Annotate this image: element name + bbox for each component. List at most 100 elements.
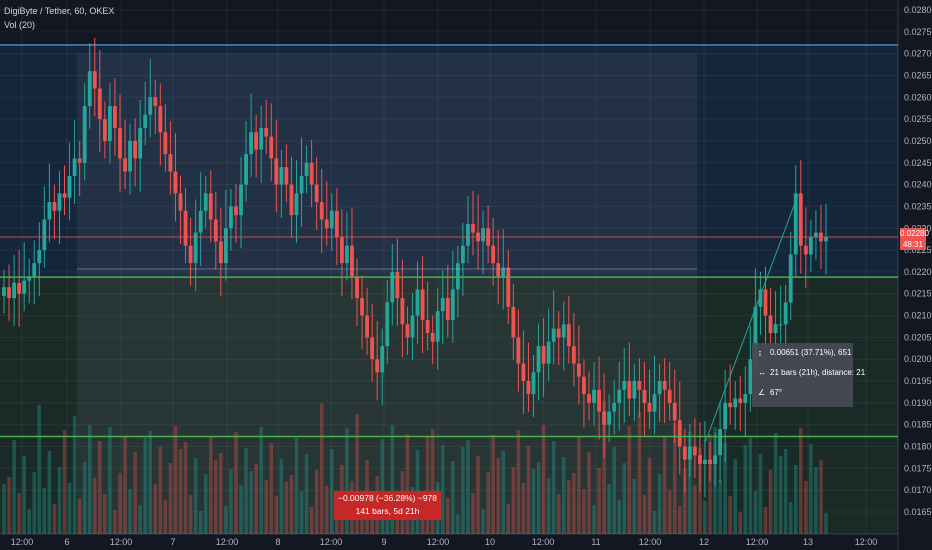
volume-bar bbox=[370, 513, 374, 534]
volume-bar bbox=[657, 474, 662, 534]
volume-bar bbox=[587, 452, 591, 534]
candle-body bbox=[733, 398, 738, 408]
volume-bar bbox=[314, 470, 319, 534]
candle-body bbox=[128, 140, 132, 172]
candle-body bbox=[314, 184, 319, 203]
volume-bar bbox=[163, 500, 168, 534]
volume-bar bbox=[612, 447, 616, 534]
x-tick-label: 12:00 bbox=[855, 537, 878, 547]
volume-bar bbox=[597, 468, 601, 534]
candle-body bbox=[193, 232, 198, 264]
volume-bar bbox=[183, 442, 188, 534]
candle-body bbox=[571, 346, 576, 364]
volume-bar bbox=[234, 432, 238, 534]
current-price-value: 0.02280 bbox=[900, 229, 929, 238]
candle-body bbox=[788, 254, 793, 303]
candle-body bbox=[208, 193, 213, 220]
measure-bars-row: ↔ 21 bars (21h), distance: 21 bbox=[752, 363, 865, 383]
candle-body bbox=[213, 219, 218, 242]
candle-body bbox=[682, 446, 687, 460]
candle-body bbox=[289, 184, 294, 216]
candle-body bbox=[773, 324, 778, 334]
volume-bar bbox=[82, 462, 87, 534]
volume-bar bbox=[304, 454, 309, 534]
candle-body bbox=[27, 276, 32, 281]
x-tick-label: 9 bbox=[381, 537, 386, 547]
candle-body bbox=[723, 402, 728, 430]
volume-bar bbox=[728, 496, 732, 534]
candle-body bbox=[380, 346, 385, 373]
candle-body bbox=[576, 363, 581, 377]
candle-body bbox=[198, 210, 203, 233]
volume-bar bbox=[324, 486, 329, 534]
volume-bar bbox=[279, 459, 284, 534]
candle-body bbox=[405, 324, 410, 338]
candle-body bbox=[77, 158, 82, 163]
candle-body bbox=[97, 88, 102, 120]
volume-bar bbox=[773, 433, 778, 534]
x-tick-label: 13 bbox=[803, 537, 813, 547]
volume-bar bbox=[592, 505, 596, 534]
volume-bar bbox=[511, 467, 516, 534]
candle-body bbox=[808, 236, 813, 255]
volume-bar bbox=[677, 506, 682, 534]
volume-bar bbox=[72, 416, 77, 534]
candle-body bbox=[400, 298, 405, 325]
volume-bar bbox=[819, 460, 823, 534]
volume-bar bbox=[577, 436, 581, 534]
volume-bar bbox=[284, 482, 289, 534]
volume-bar bbox=[173, 426, 178, 534]
measure-angle: 67° bbox=[770, 388, 783, 397]
candle-body bbox=[561, 324, 566, 338]
range-tooltip: −0.00978 (−36.28%) −978 141 bars, 5d 21h bbox=[334, 491, 441, 520]
volume-bar bbox=[672, 423, 677, 534]
plot-background bbox=[0, 0, 898, 534]
candle-body bbox=[82, 106, 87, 163]
volume-bar bbox=[551, 441, 556, 534]
x-tick-label: 6 bbox=[64, 537, 69, 547]
candle-body bbox=[587, 394, 591, 403]
candle-body bbox=[728, 402, 733, 408]
x-tick-label: 12:00 bbox=[532, 537, 555, 547]
volume-bar bbox=[506, 504, 511, 534]
volume-bar bbox=[708, 434, 712, 534]
bar-countdown: 48:31 bbox=[902, 240, 924, 249]
volume-bar bbox=[355, 414, 359, 534]
volume-bar bbox=[738, 512, 743, 534]
candle-body bbox=[466, 223, 470, 246]
candle-body bbox=[7, 287, 11, 299]
candle-body bbox=[123, 158, 127, 172]
candle-body bbox=[481, 228, 485, 242]
volume-bar bbox=[289, 475, 294, 534]
volume-bar bbox=[748, 438, 753, 534]
x-tick-label: 12:00 bbox=[320, 537, 343, 547]
volume-bar bbox=[309, 507, 314, 534]
candle-body bbox=[309, 162, 314, 185]
volume-bar bbox=[203, 474, 208, 534]
volume-bar bbox=[208, 437, 213, 534]
candle-body bbox=[703, 459, 707, 464]
volume-indicator-label[interactable]: Vol (20) bbox=[4, 20, 36, 30]
volume-bar bbox=[224, 506, 228, 534]
candle-body bbox=[57, 193, 62, 211]
candle-body bbox=[617, 389, 622, 403]
volume-bar bbox=[521, 483, 526, 534]
candle-body bbox=[264, 127, 269, 137]
volume-bar bbox=[405, 434, 410, 534]
candle-body bbox=[62, 193, 67, 198]
candle-body bbox=[592, 389, 596, 403]
candle-body bbox=[612, 402, 617, 412]
x-tick-label: 12:00 bbox=[11, 537, 34, 547]
volume-bar bbox=[87, 425, 92, 534]
candle-body bbox=[329, 210, 334, 229]
candle-body bbox=[87, 71, 92, 107]
volume-bar bbox=[768, 470, 773, 534]
